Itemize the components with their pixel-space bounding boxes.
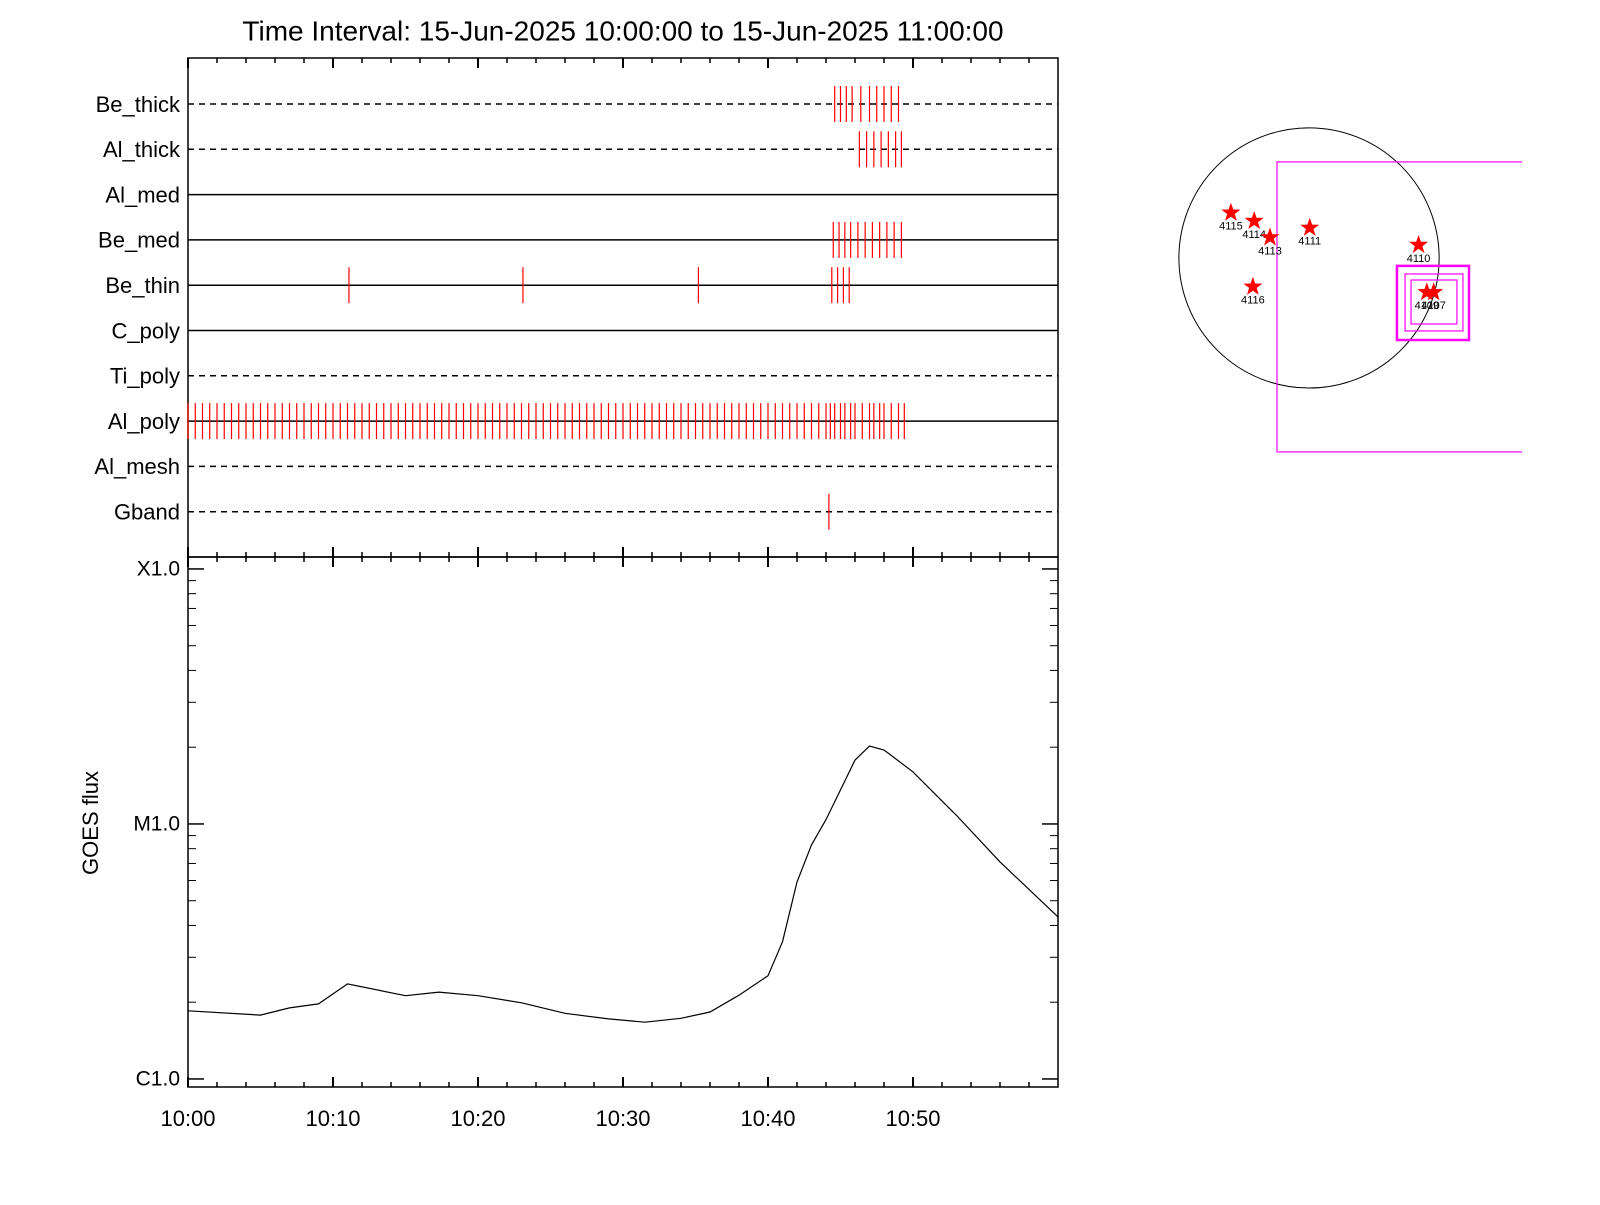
region-label: 4109	[1415, 300, 1439, 312]
y-tick-label: C1.0	[136, 1068, 180, 1091]
x-tick-label: 10:20	[450, 1106, 505, 1131]
event-panel-frame	[187, 57, 1059, 558]
x-tick-label: 10:50	[885, 1106, 940, 1131]
region-label: 4107	[1421, 300, 1445, 312]
row-label: Ti_poly	[110, 364, 180, 389]
solar-disk	[1178, 127, 1440, 389]
row-label: Al_poly	[108, 409, 180, 434]
fov-box	[1404, 273, 1464, 332]
region-label: 4116	[1241, 295, 1265, 307]
row-label: Be_thin	[105, 273, 180, 298]
fov-box	[1410, 279, 1458, 325]
y-tick-label: X1.0	[137, 558, 180, 581]
row-label: Al_thick	[103, 137, 181, 162]
row-label: Be_thick	[96, 92, 181, 117]
row-label: Be_med	[98, 228, 180, 253]
region-star	[1409, 234, 1429, 253]
region-star	[1300, 217, 1320, 236]
y-axis-label: GOES flux	[78, 771, 103, 875]
x-tick-label: 10:00	[160, 1106, 215, 1131]
row-label: C_poly	[112, 318, 180, 343]
x-tick-label: 10:40	[740, 1106, 795, 1131]
chart-title: Time Interval: 15-Jun-2025 10:00:00 to 1…	[242, 15, 1003, 46]
region-star	[1260, 227, 1280, 246]
flux-line	[187, 745, 1059, 1023]
x-tick-label: 10:10	[305, 1106, 360, 1131]
region-label: 4114	[1242, 229, 1266, 241]
row-label: Al_med	[105, 182, 180, 207]
region-label: 4113	[1258, 245, 1282, 257]
fov-box	[1395, 264, 1471, 342]
flux-panel-frame	[187, 556, 1059, 1088]
region-star	[1243, 276, 1263, 295]
y-tick-label: M1.0	[133, 813, 180, 836]
region-label: 4115	[1219, 221, 1243, 233]
region-star	[1244, 211, 1264, 229]
row-label: Gband	[114, 500, 180, 525]
x-tick-label: 10:30	[595, 1106, 650, 1131]
region-label: 4111	[1298, 236, 1321, 248]
region-star	[1417, 282, 1437, 301]
row-label: Al_mesh	[94, 454, 180, 479]
region-star	[1424, 282, 1444, 301]
region-label: 4110	[1407, 253, 1431, 265]
region-star	[1221, 202, 1241, 221]
fov-box	[1276, 161, 1522, 453]
